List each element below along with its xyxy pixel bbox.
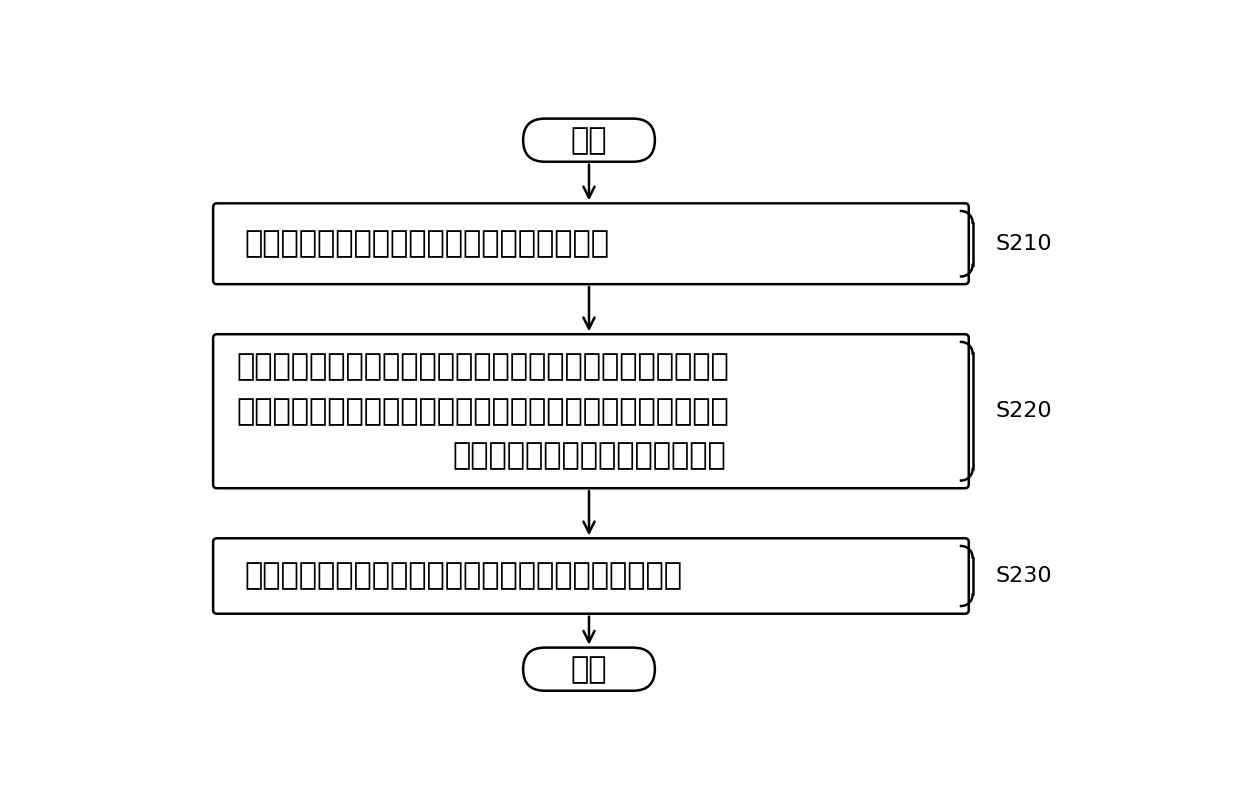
Text: 开始: 开始 [570, 126, 608, 154]
Text: S210: S210 [996, 234, 1053, 254]
Text: S220: S220 [996, 401, 1053, 421]
FancyBboxPatch shape [213, 538, 968, 614]
Text: S230: S230 [996, 566, 1053, 586]
FancyBboxPatch shape [523, 119, 655, 162]
Text: 将压缩机的当前工作频率调节为目标工作频率进行工作: 将压缩机的当前工作频率调节为目标工作频率进行工作 [244, 561, 682, 591]
FancyBboxPatch shape [213, 334, 968, 488]
Text: 获取容置压缩机的室外机所处的室外环境温度: 获取容置压缩机的室外机所处的室外环境温度 [244, 229, 609, 258]
Text: 结束: 结束 [570, 654, 608, 684]
Text: 若室外环境温度不小于温度阈値，且连接同一室外机的室内机: 若室外环境温度不小于温度阈値，且连接同一室外机的室内机 [237, 352, 729, 381]
FancyBboxPatch shape [213, 203, 968, 284]
FancyBboxPatch shape [523, 648, 655, 691]
Text: 总负荷计算压缩机的目标工作频率: 总负荷计算压缩机的目标工作频率 [453, 441, 725, 470]
Text: 开机数量增加，则依据室外环境温度、处于开机状态的室内机: 开机数量增加，则依据室外环境温度、处于开机状态的室内机 [237, 396, 729, 426]
